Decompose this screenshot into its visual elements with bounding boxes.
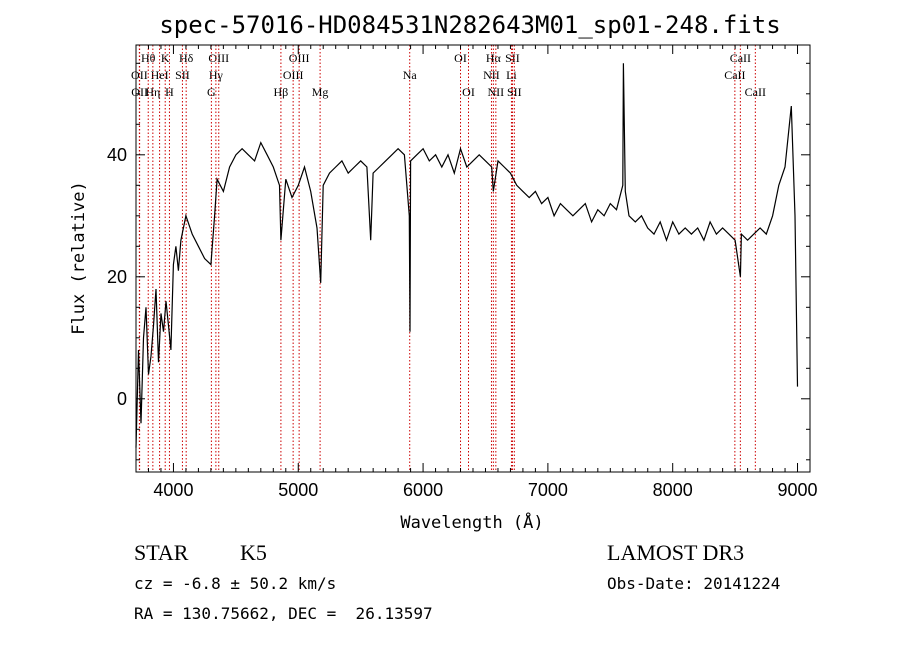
coordinates: RA = 130.75662, DEC = 26.13597 xyxy=(134,604,433,623)
x-tick-label: 9000 xyxy=(777,480,817,500)
spectral-line-label: Hγ xyxy=(209,68,224,82)
object-class: STAR xyxy=(134,540,189,565)
spectral-line-label: Hα xyxy=(486,51,502,65)
survey-name: LAMOST DR3 xyxy=(607,540,745,565)
spectral-line-label: SII xyxy=(505,51,520,65)
spectral-line-label: SII xyxy=(175,68,190,82)
y-axis-label: Flux (relative) xyxy=(69,181,89,335)
y-tick-label: 0 xyxy=(117,389,127,409)
spectral-line-label: Hη xyxy=(145,85,160,99)
spectral-line-label: OIII xyxy=(208,51,229,65)
spectral-line-label: Na xyxy=(403,68,418,82)
spectral-line-label: H xyxy=(165,85,174,99)
y-tick-label: 20 xyxy=(107,267,127,287)
x-tick-label: 6000 xyxy=(403,480,443,500)
spectral-line-label: OI xyxy=(462,85,475,99)
spectral-line-label: CaII xyxy=(724,68,745,82)
spectral-line-label: K xyxy=(161,51,170,65)
spectral-line-label: OIII xyxy=(289,51,310,65)
spectral-line-label: CaII xyxy=(730,51,751,65)
spectral-line-label: CaII xyxy=(745,85,766,99)
x-tick-label: 8000 xyxy=(653,480,693,500)
x-axis-label: Wavelength (Å) xyxy=(400,511,543,533)
spectral-line-label: SII xyxy=(507,85,522,99)
y-tick-label: 40 xyxy=(107,145,127,165)
spectral-line-label: OII xyxy=(131,85,148,99)
redshift-text: cz = -6.8 ± 50.2 km/s xyxy=(134,574,337,593)
spectral-line-label: NII xyxy=(488,85,505,99)
obs-date: Obs-Date: 20141224 xyxy=(607,574,781,593)
spectral-line-label: Mg xyxy=(312,85,329,99)
chart-title: spec-57016-HD084531N282643M01_sp01-248.f… xyxy=(159,11,780,39)
spectral-line-label: Hδ xyxy=(179,51,194,65)
spectral-line-label: Li xyxy=(506,68,517,82)
x-tick-label: 5000 xyxy=(278,480,318,500)
spectral-line-label: NII xyxy=(483,68,500,82)
plot-frame xyxy=(135,44,811,473)
spectral-line-label: HeI xyxy=(151,68,169,82)
spectral-line-label: OIII xyxy=(283,68,304,82)
spectral-line-label: Hβ xyxy=(274,85,289,99)
x-tick-label: 7000 xyxy=(528,480,568,500)
spectrum-line xyxy=(135,63,799,448)
x-tick-label: 4000 xyxy=(153,480,193,500)
spectral-line-label: OI xyxy=(454,51,467,65)
subclass: K5 xyxy=(240,540,267,565)
spectral-line-label: OII xyxy=(131,68,148,82)
spectral-line-label: Hθ xyxy=(141,51,156,65)
spectral-line-label: G xyxy=(207,85,216,99)
